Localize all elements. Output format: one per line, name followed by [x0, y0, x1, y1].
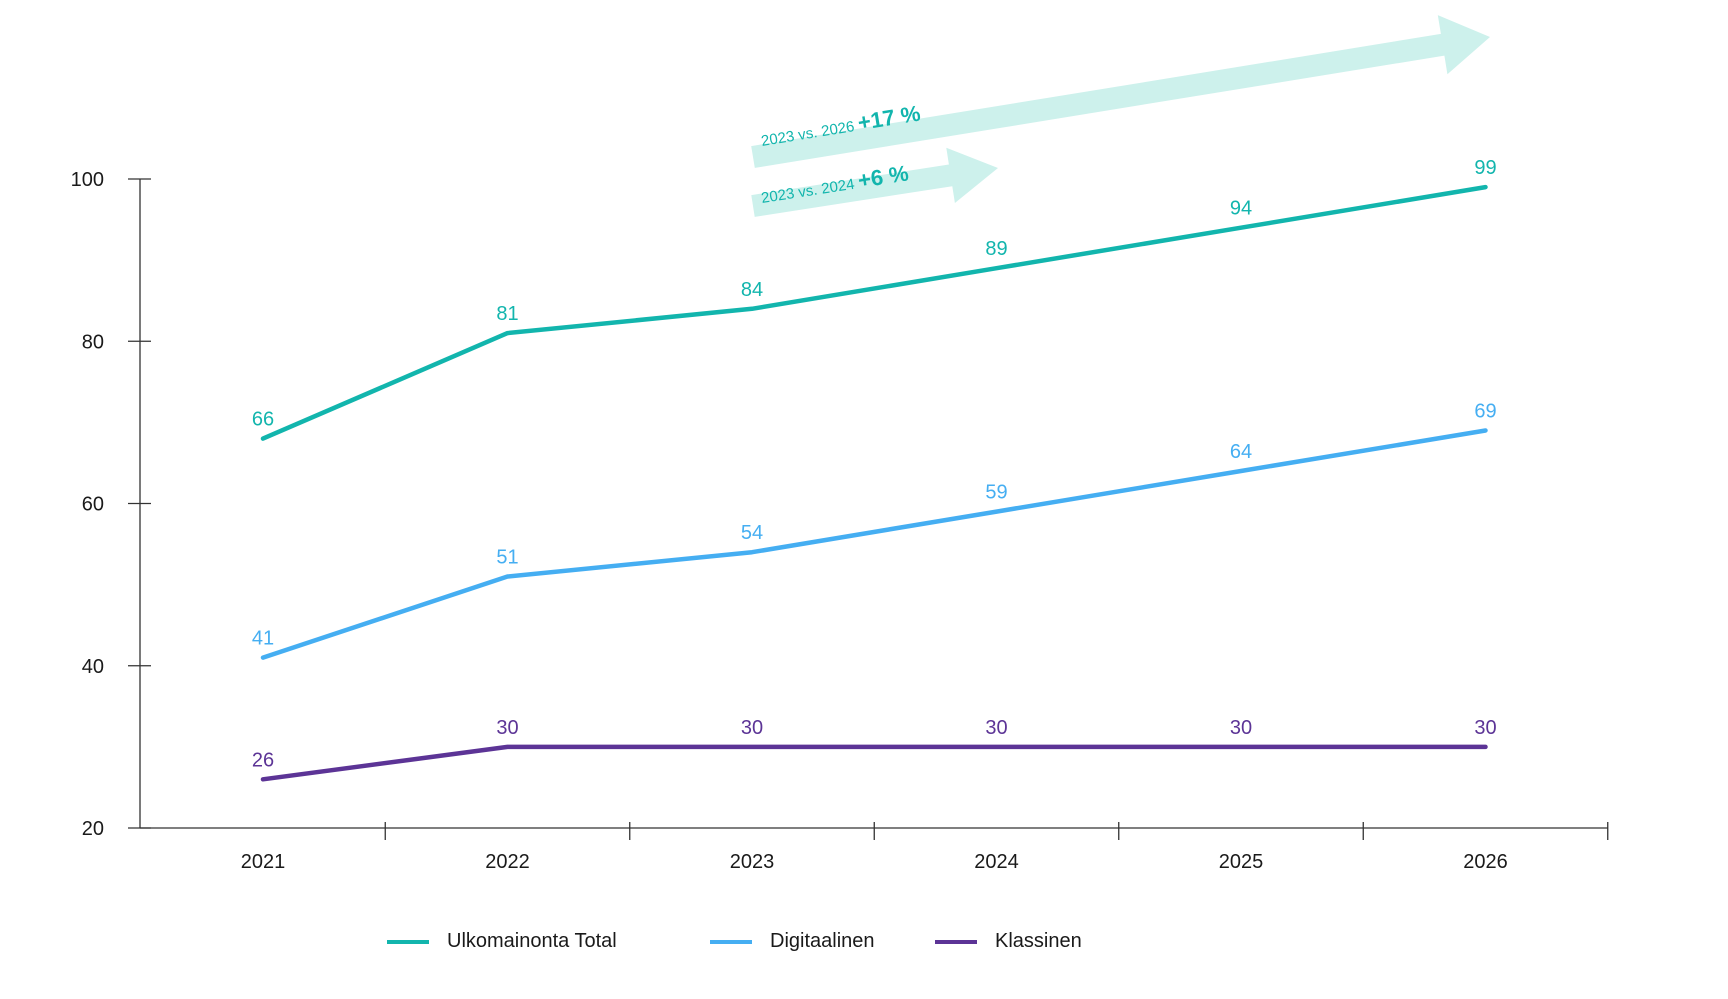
data-label: 51 — [496, 547, 518, 569]
legend: Ulkomainonta Total Digitaalinen Klassine… — [0, 930, 1728, 960]
data-label: 30 — [496, 717, 518, 739]
y-tick-label: 100 — [71, 169, 104, 191]
legend-swatch-digitaalinen — [710, 939, 752, 944]
x-tick-label: 2022 — [485, 851, 530, 873]
data-label: 94 — [1230, 198, 1252, 220]
legend-label-total: Ulkomainonta Total — [447, 930, 617, 952]
trend-arrow-1 — [751, 147, 998, 217]
data-label: 30 — [1230, 717, 1252, 739]
data-label: 30 — [1474, 717, 1496, 739]
series-line-1 — [260, 428, 1488, 660]
x-tick-label: 2023 — [730, 851, 775, 873]
legend-item-digitaalinen: Digitaalinen — [710, 930, 875, 953]
data-label: 59 — [985, 482, 1007, 504]
axes: 20 40 60 80 100 2021 2022 2023 2024 2025 2026 — [71, 169, 1609, 873]
legend-label-digitaalinen: Digitaalinen — [770, 930, 875, 952]
series-lines — [260, 184, 1488, 782]
y-tick-label: 40 — [82, 656, 104, 678]
x-tick-label: 2026 — [1463, 851, 1508, 873]
data-label: 26 — [252, 749, 274, 771]
legend-swatch-total — [387, 939, 429, 944]
legend-label-klassinen: Klassinen — [995, 930, 1082, 952]
data-label: 69 — [1474, 400, 1496, 422]
data-label: 99 — [1474, 157, 1496, 179]
data-label: 66 — [252, 409, 274, 431]
data-label: 81 — [496, 303, 518, 325]
data-label: 64 — [1230, 441, 1252, 463]
data-labels: 66 81 84 89 94 99 41 51 54 59 64 69 26 30 30 30 30 30 — [252, 157, 1497, 771]
trend-arrow-0 — [751, 15, 1490, 168]
x-tick-label: 2025 — [1219, 851, 1264, 873]
annotation-arrows: 2023 vs. 2026 +17 %2023 vs. 2024 +6 % — [751, 15, 1490, 217]
y-tick-label: 80 — [82, 331, 104, 353]
legend-item-total: Ulkomainonta Total — [387, 930, 617, 953]
series-line-0 — [260, 184, 1488, 441]
series-line-2 — [260, 744, 1488, 782]
data-label: 89 — [985, 238, 1007, 260]
data-label: 84 — [741, 279, 763, 301]
legend-swatch-klassinen — [935, 939, 977, 944]
data-label: 54 — [741, 522, 763, 544]
y-tick-label: 60 — [82, 494, 104, 516]
x-tick-label: 2024 — [974, 851, 1019, 873]
y-tick-label: 20 — [82, 818, 104, 840]
x-tick-label: 2021 — [241, 851, 286, 873]
legend-item-klassinen: Klassinen — [935, 930, 1082, 953]
data-label: 41 — [252, 628, 274, 650]
data-label: 30 — [741, 717, 763, 739]
data-label: 30 — [985, 717, 1007, 739]
